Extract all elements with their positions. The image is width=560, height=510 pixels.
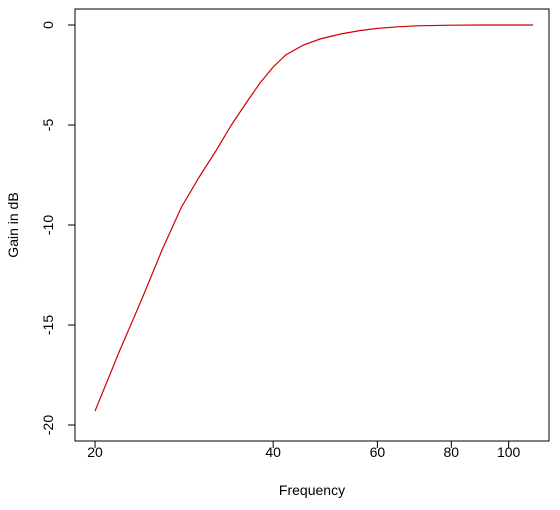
x-tick-label: 60: [370, 444, 386, 460]
y-tick-label: -15: [40, 315, 56, 335]
x-axis-label: Frequency: [279, 482, 345, 498]
x-tick-label: 40: [265, 444, 281, 460]
x-tick-label: 80: [444, 444, 460, 460]
y-tick-label: 0: [40, 21, 56, 29]
x-tick-label: 20: [87, 444, 103, 460]
y-tick-label: -10: [40, 215, 56, 235]
line-series: [94, 24, 534, 412]
plot-box: [74, 8, 550, 442]
x-tick-label: 100: [497, 444, 521, 460]
y-axis-label: Gain in dB: [5, 192, 21, 257]
y-tick-label: -20: [40, 415, 56, 435]
y-tick-label: -5: [40, 119, 56, 132]
